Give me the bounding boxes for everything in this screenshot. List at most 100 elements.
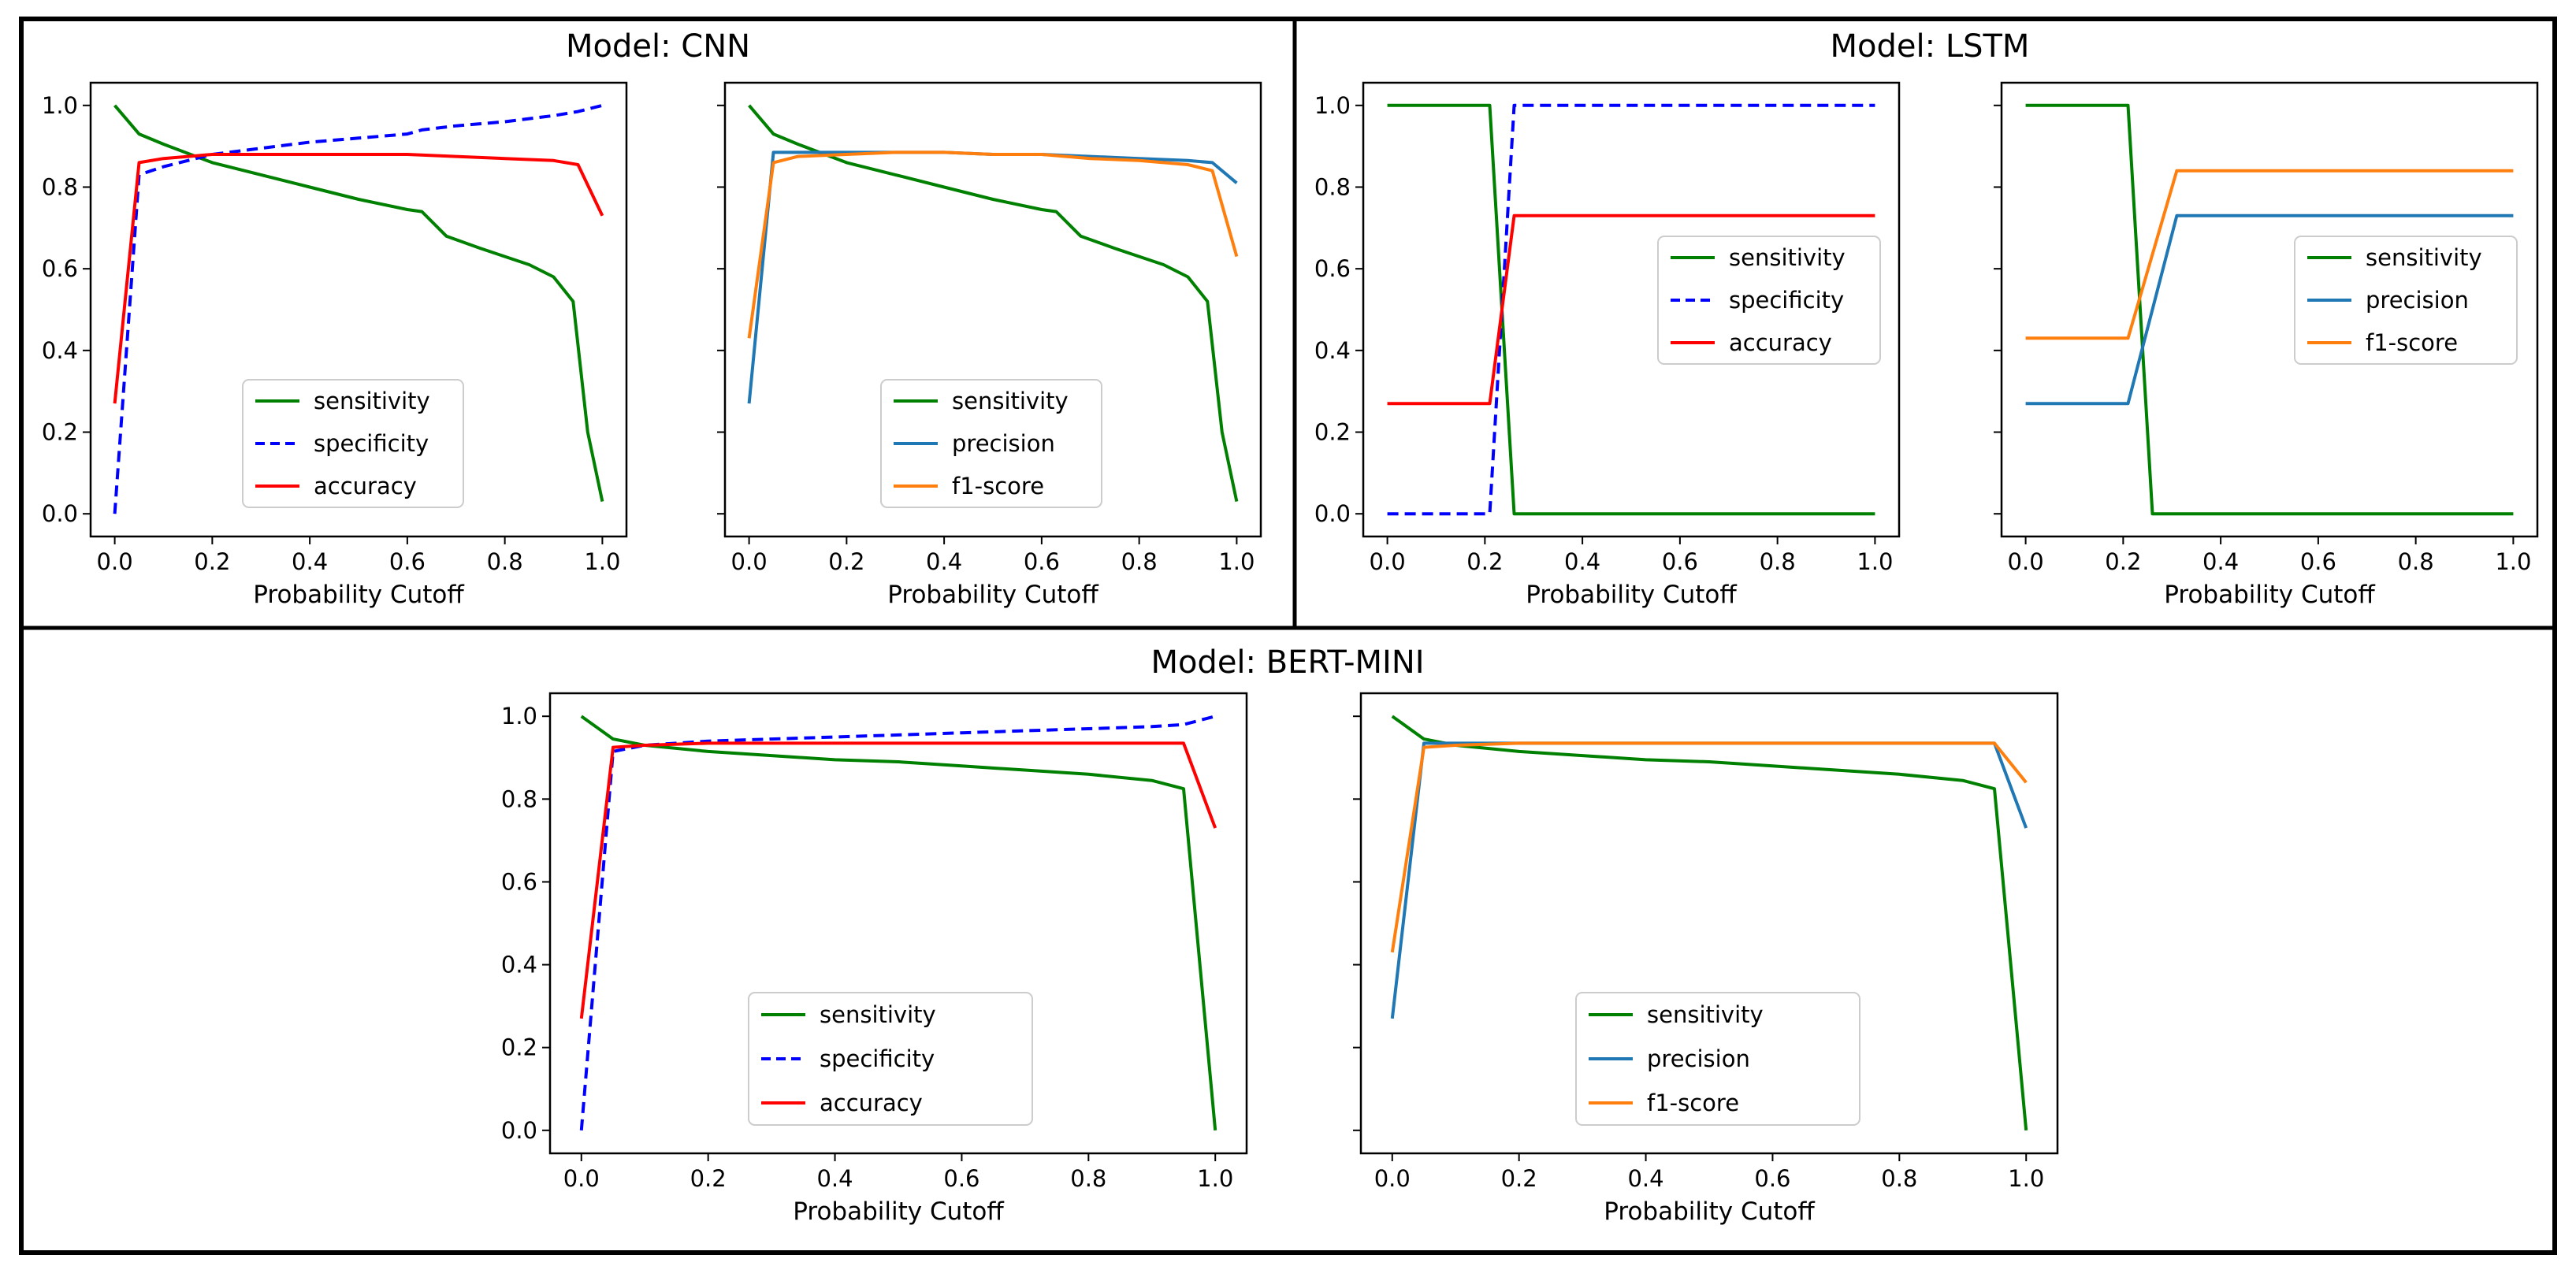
chart-cnn-left: 0.0 0.2 0.4 0.6 0.8 1.0 0.0 0.2 0.4 0.6 0.8 1.0 Prob… [42,81,628,609]
series-line-precision [1390,741,2028,1019]
x-tick-label: 0.8 [1121,548,1158,575]
series-line-precision [747,150,1238,404]
x-tick-label: 0.6 [1024,548,1060,575]
x-tick-label: 0.0 [2008,548,2044,575]
legend-label-precision: precision [952,430,1055,457]
series-line-precision [2025,213,2514,406]
legend-label-specificity: specificity [314,430,429,457]
legend-label-specificity: specificity [820,1045,935,1072]
axes-frame [1359,692,2059,1155]
x-tick-label: 0.6 [1754,1165,1790,1192]
y-tick-label: 0.8 [501,785,537,812]
chart-lstm-right: 0.0 0.2 0.4 0.6 0.8 1.0 Probability Cutoff sens… [1994,81,2539,609]
x-tick-label: 1.0 [1197,1165,1233,1192]
chart-lstm-left: 0.0 0.2 0.4 0.6 0.8 1.0 0.0 0.2 0.4 0.6 0.8 1.0 Prob… [1314,81,1901,609]
legend-label-sensitivity: sensitivity [2366,244,2482,271]
y-tick-label: 0.8 [1314,173,1351,200]
legend-box [1657,236,1881,365]
series-line-f1-score [747,150,1239,339]
legend: sensitivity precision f1-score [2294,236,2518,365]
x-tick-label: 0.0 [1374,1165,1411,1192]
x-tick-label: 1.0 [1857,548,1893,575]
legend-label-precision: precision [1647,1045,1750,1072]
x-tick-label: 0.8 [487,548,523,575]
y-tick-label: 1.0 [42,92,78,119]
y-tick-label: 0.2 [42,419,78,446]
series-line-sensitivity [2025,103,2514,516]
x-axis-label: Probability Cutoff [1526,581,1737,609]
x-tick-label: 0.4 [816,1165,853,1192]
x-tick-label: 0.2 [690,1165,727,1192]
x-tick-label: 0.6 [943,1165,979,1192]
x-axis-label: Probability Cutoff [1604,1197,1815,1226]
axes-frame [1362,81,1901,538]
panel-title-lstm: Model: LSTM [1831,28,2030,65]
x-tick-label: 0.8 [2398,548,2434,575]
x-tick-label: 0.4 [1564,548,1600,575]
x-tick-label: 0.6 [389,548,426,575]
chart-bert-right: 0.0 0.2 0.4 0.6 0.8 1.0 Probability Cutoff sens… [1353,692,2059,1226]
x-tick-label: 0.2 [828,548,864,575]
y-tick-label: 1.0 [1314,92,1351,119]
legend: sensitivity specificity accuracy [242,379,464,508]
x-tick-label: 0.0 [97,548,133,575]
axes-frame [548,692,1248,1155]
series-line-specificity [113,103,603,514]
y-tick-label: 1.0 [501,703,537,730]
figure-border [19,17,2557,1255]
series-line-f1-score [2025,169,2514,340]
x-tick-label: 0.2 [1466,548,1503,575]
y-tick-label: 0.0 [1314,500,1351,527]
x-tick-label: 0.2 [194,548,230,575]
panel-title-cnn: Model: CNN [566,28,750,65]
y-tick-label: 0.4 [1314,337,1351,364]
axes-frame [89,81,628,538]
series-line-f1-score [1390,741,2028,953]
legend-label-f1-score: f1-score [952,473,1044,499]
y-tick-label: 0.0 [501,1117,537,1144]
x-axis-label: Probability Cutoff [253,581,464,609]
y-tick-label: 0.6 [1314,255,1351,282]
chart-cnn-right: 0.0 0.2 0.4 0.6 0.8 1.0 Probability Cutoff sens… [717,81,1262,609]
legend-label-accuracy: accuracy [314,473,417,499]
panel-title-bert-mini: Model: BERT-MINI [1150,644,1424,681]
y-tick-label: 0.2 [501,1034,537,1061]
legend-label-f1-score: f1-score [2366,329,2458,356]
x-tick-label: 0.0 [731,548,768,575]
x-tick-label: 0.0 [563,1165,600,1192]
legend-box [2294,236,2518,365]
legend-box [748,992,1033,1126]
legend-label-specificity: specificity [1729,287,1844,314]
legend-label-sensitivity: sensitivity [314,388,430,414]
x-tick-label: 1.0 [2495,548,2531,575]
x-tick-label: 0.4 [2202,548,2239,575]
legend-box [880,379,1102,508]
legend-label-sensitivity: sensitivity [1647,1001,1764,1028]
x-axis-label: Probability Cutoff [2164,581,2375,609]
x-tick-label: 0.4 [1627,1165,1663,1192]
x-axis-label: Probability Cutoff [793,1197,1004,1226]
x-tick-label: 0.6 [2300,548,2336,575]
y-tick-label: 0.0 [42,500,78,527]
x-tick-label: 0.0 [1370,548,1406,575]
legend: sensitivity specificity accuracy [748,992,1033,1126]
x-tick-label: 0.6 [1662,548,1698,575]
x-tick-label: 0.4 [926,548,962,575]
legend-label-accuracy: accuracy [820,1090,923,1116]
legend-label-sensitivity: sensitivity [1729,244,1846,271]
x-tick-label: 0.8 [1881,1165,1917,1192]
x-tick-label: 0.8 [1760,548,1796,575]
x-tick-label: 0.2 [1501,1165,1537,1192]
legend-label-f1-score: f1-score [1647,1090,1739,1116]
series-line-accuracy [579,741,1217,1019]
x-tick-label: 0.8 [1070,1165,1106,1192]
series-line-specificity [579,715,1216,1130]
y-tick-label: 0.4 [42,337,78,364]
legend-label-sensitivity: sensitivity [820,1001,936,1028]
x-tick-label: 0.2 [2105,548,2141,575]
y-tick-label: 0.6 [501,868,537,895]
legend: sensitivity specificity accuracy [1657,236,1881,365]
series-line-accuracy [1387,213,1875,406]
chart-bert-left: 0.0 0.2 0.4 0.6 0.8 1.0 0.0 0.2 0.4 0.6 0.8 1.0 Prob… [501,692,1248,1226]
